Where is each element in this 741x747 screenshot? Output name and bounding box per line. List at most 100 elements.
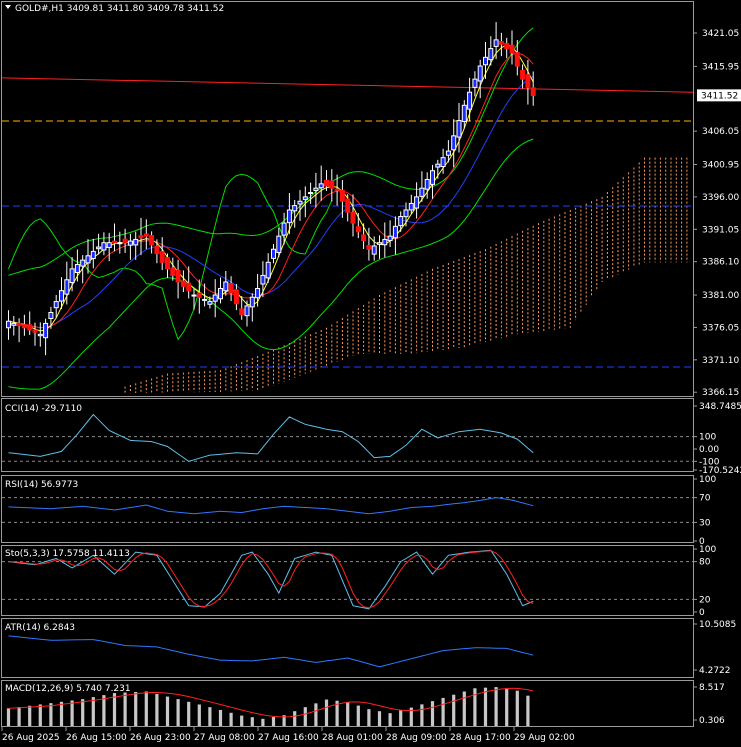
candle-body	[483, 56, 488, 66]
macd-histogram-bar	[81, 699, 85, 726]
candle	[414, 182, 420, 219]
candle	[85, 239, 91, 274]
candle-body	[313, 187, 319, 191]
macd-histogram-bar	[462, 691, 466, 726]
candle	[440, 148, 446, 174]
macd-histogram-bar	[441, 697, 445, 726]
macd-histogram-bar	[197, 704, 201, 726]
candle-body	[403, 209, 409, 218]
candle-body	[276, 235, 282, 254]
candle-body	[43, 322, 49, 339]
time-tick-label: 29 Aug 02:00	[514, 733, 575, 743]
candle	[392, 216, 398, 255]
candle-body	[324, 179, 329, 187]
candle	[297, 190, 303, 221]
symbol-dropdown[interactable]: GOLD#,H1 3409.81 3411.80 3409.78 3411.52	[5, 4, 224, 14]
candle-body	[27, 324, 33, 331]
candle-body	[112, 240, 117, 244]
candle	[223, 271, 229, 296]
cci-pane-frame	[1, 398, 694, 472]
macd-histogram-bar	[123, 692, 127, 726]
cci-line	[8, 413, 534, 462]
candle	[350, 194, 356, 237]
rsi-pane[interactable]: RSI(14) 56.9773 100 70 30 0	[1, 475, 717, 547]
candle	[530, 71, 536, 106]
price-tick-label: 3371.10	[702, 356, 739, 366]
time-axis[interactable]: 26 Aug 2025 26 Aug 15:00 26 Aug 23:00 27 Au…	[1, 727, 575, 743]
macd-histogram-bar	[367, 709, 371, 726]
atr-axis: 10.5085 4.2722	[693, 620, 736, 676]
candle-body	[249, 296, 255, 308]
candle-body	[382, 238, 388, 246]
candle	[255, 273, 261, 307]
candle-body	[456, 120, 462, 138]
candle	[382, 222, 388, 258]
candle-body	[329, 180, 335, 189]
candle	[477, 59, 483, 99]
candle	[371, 236, 377, 261]
candle-body	[96, 246, 102, 250]
candle-body	[286, 209, 292, 224]
macd-pane[interactable]: MACD(12,26,9) 5.740 7.231 8.517 0.306	[1, 680, 726, 727]
candle-body	[461, 104, 467, 122]
fast-yellow-ma	[8, 44, 534, 332]
candle	[6, 310, 11, 340]
candle-body	[451, 135, 457, 151]
price-axis[interactable]: 3421.05 3415.95 3406.05 3400.95 3396.00 3391.…	[693, 29, 741, 398]
candle-body	[48, 311, 54, 319]
atr-pane[interactable]: ATR(14) 6.2843 10.5085 4.2722	[1, 618, 737, 678]
candle-body	[239, 308, 245, 316]
candle-body	[16, 322, 22, 327]
candle-body	[170, 267, 176, 276]
candle	[165, 253, 170, 278]
candle-body	[117, 242, 123, 245]
candle-body	[207, 301, 213, 305]
time-tick-label: 28 Aug 01:00	[322, 733, 383, 743]
candle	[377, 235, 382, 259]
candle-body	[212, 294, 218, 302]
candle-body	[255, 288, 261, 299]
candle-body	[265, 261, 271, 279]
macd-histogram-bar	[494, 687, 498, 726]
candle-body	[218, 288, 223, 300]
candle	[43, 318, 49, 356]
atr-pane-frame	[1, 618, 694, 678]
red-trend-line	[1, 77, 694, 93]
cci-pane[interactable]: CCI(14) -29.7110 348.7485 100 0.00 -100-170…	[1, 398, 741, 477]
candle-body	[445, 150, 451, 156]
candle	[191, 288, 197, 310]
rsi-plot	[2, 497, 693, 523]
cci-axis: 348.7485 100 0.00 -100-170.5242	[693, 402, 741, 476]
candle-body	[520, 69, 526, 80]
macd-histogram-bar	[91, 697, 95, 726]
macd-histogram-bar	[187, 701, 191, 726]
candle	[202, 283, 208, 307]
candle-body	[419, 187, 425, 197]
candle-body	[493, 39, 499, 47]
macd-histogram-bar	[399, 710, 403, 726]
sto-pane[interactable]: Sto(5,3,3) 17.5758 11.4113 100 80 20 0	[1, 545, 717, 618]
candle-body	[260, 274, 266, 285]
candle	[424, 172, 430, 199]
dropdown-arrow-icon[interactable]	[5, 5, 11, 9]
macd-histogram-bar	[6, 708, 11, 726]
rsi-axis: 100 70 30 0	[693, 475, 716, 547]
price-pane[interactable]: GOLD#,H1 3409.81 3411.80 3409.78 3411.52…	[1, 1, 741, 399]
candle-body	[64, 279, 70, 295]
macd-histogram-bar	[356, 705, 360, 726]
candle	[461, 100, 467, 129]
candle	[154, 239, 160, 264]
candle-body	[127, 240, 133, 246]
candle-body	[361, 234, 367, 242]
candle-body	[281, 222, 287, 236]
time-tick-label: 28 Aug 17:00	[450, 733, 511, 743]
macd-histogram-bar	[324, 699, 329, 726]
macd-histogram-bar	[409, 707, 413, 726]
price-tick-label: 3406.05	[702, 127, 739, 137]
candle	[233, 283, 239, 311]
candle	[430, 164, 435, 199]
sto-title: Sto(5,3,3) 17.5758 11.4113	[5, 549, 130, 559]
candle	[451, 119, 457, 168]
candle-body	[339, 189, 345, 202]
